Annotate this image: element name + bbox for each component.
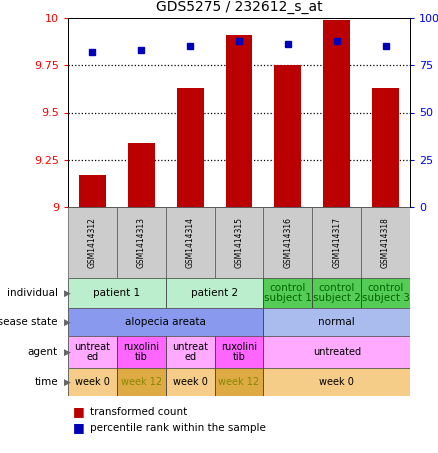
Text: week 0: week 0 xyxy=(173,377,208,387)
Bar xyxy=(166,336,215,368)
Bar xyxy=(177,88,204,207)
Text: ▶: ▶ xyxy=(64,347,71,357)
Bar xyxy=(361,207,410,278)
Bar xyxy=(79,175,106,207)
Text: ▶: ▶ xyxy=(64,318,71,327)
Text: individual: individual xyxy=(7,288,58,298)
Text: percentile rank within the sample: percentile rank within the sample xyxy=(90,423,266,433)
Text: week 12: week 12 xyxy=(121,377,162,387)
Text: patient 2: patient 2 xyxy=(191,288,238,298)
Bar xyxy=(263,207,312,278)
Bar xyxy=(312,207,361,278)
Text: GSM1414314: GSM1414314 xyxy=(186,217,194,268)
Bar xyxy=(361,278,410,308)
Text: control
subject 1: control subject 1 xyxy=(264,283,312,304)
Text: week 0: week 0 xyxy=(75,377,110,387)
Text: ▶: ▶ xyxy=(64,377,71,386)
Text: disease state: disease state xyxy=(0,317,58,327)
Bar xyxy=(68,336,117,368)
Bar xyxy=(215,207,263,278)
Bar xyxy=(372,88,399,207)
Text: ■: ■ xyxy=(72,421,84,434)
Text: GSM1414312: GSM1414312 xyxy=(88,217,97,268)
Bar xyxy=(323,20,350,207)
Text: transformed count: transformed count xyxy=(90,407,187,417)
Bar xyxy=(117,207,166,278)
Bar xyxy=(215,368,263,396)
Text: time: time xyxy=(34,377,58,387)
Bar xyxy=(68,278,166,308)
Bar xyxy=(117,368,166,396)
Text: GSM1414317: GSM1414317 xyxy=(332,217,341,268)
Text: week 12: week 12 xyxy=(219,377,260,387)
Text: GSM1414318: GSM1414318 xyxy=(381,217,390,268)
Bar xyxy=(128,143,155,207)
Text: control
subject 2: control subject 2 xyxy=(313,283,360,304)
Text: week 0: week 0 xyxy=(319,377,354,387)
Text: normal: normal xyxy=(318,317,355,327)
Bar xyxy=(166,368,215,396)
Text: untreated: untreated xyxy=(313,347,361,357)
Text: control
subject 3: control subject 3 xyxy=(362,283,410,304)
Bar xyxy=(68,308,263,336)
Bar xyxy=(68,368,117,396)
Bar xyxy=(263,336,410,368)
Text: GSM1414315: GSM1414315 xyxy=(234,217,244,268)
Text: ▶: ▶ xyxy=(64,289,71,298)
Bar xyxy=(226,35,252,207)
Bar xyxy=(166,278,263,308)
Bar xyxy=(263,308,410,336)
Text: untreat
ed: untreat ed xyxy=(172,342,208,362)
Text: agent: agent xyxy=(28,347,58,357)
Bar xyxy=(166,207,215,278)
Bar xyxy=(312,278,361,308)
Text: GSM1414313: GSM1414313 xyxy=(137,217,146,268)
Bar xyxy=(263,278,312,308)
Text: untreat
ed: untreat ed xyxy=(74,342,110,362)
Bar xyxy=(215,336,263,368)
Bar xyxy=(263,368,410,396)
Text: ruxolini
tib: ruxolini tib xyxy=(123,342,159,362)
Text: alopecia areata: alopecia areata xyxy=(125,317,206,327)
Bar xyxy=(68,207,117,278)
Bar xyxy=(275,65,301,207)
Title: GDS5275 / 232612_s_at: GDS5275 / 232612_s_at xyxy=(155,0,322,14)
Bar xyxy=(117,336,166,368)
Text: GSM1414316: GSM1414316 xyxy=(283,217,292,268)
Text: ■: ■ xyxy=(72,405,84,419)
Text: patient 1: patient 1 xyxy=(93,288,141,298)
Text: ruxolini
tib: ruxolini tib xyxy=(221,342,257,362)
